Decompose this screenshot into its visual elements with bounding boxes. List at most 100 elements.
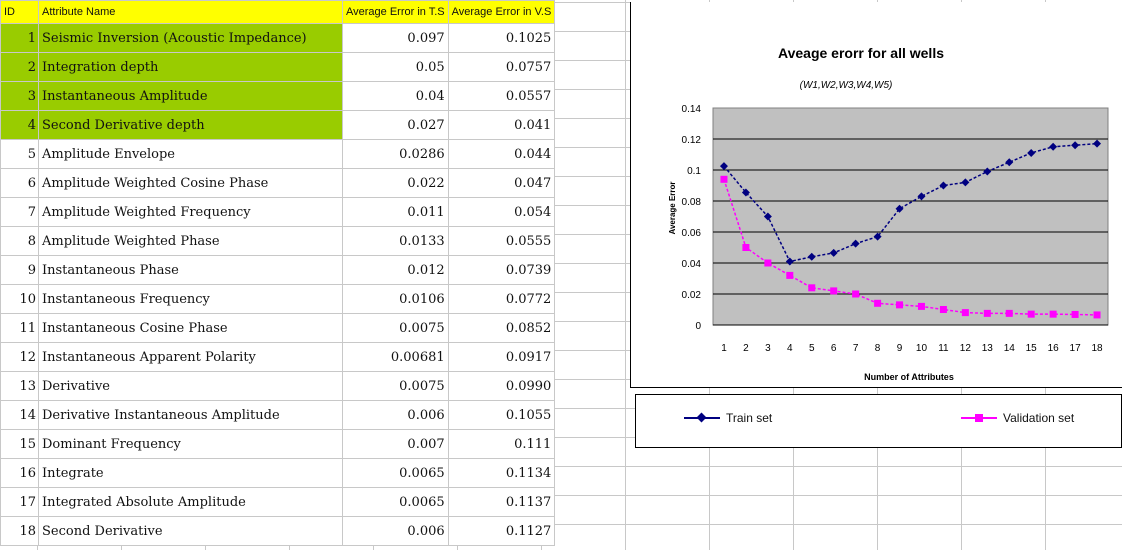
cell-error-ts[interactable]: 0.05 (342, 52, 449, 82)
cell-attribute-name[interactable]: Second Derivative depth (38, 110, 343, 140)
y-tick-label: 0 (695, 321, 701, 332)
cell-attribute-name[interactable]: Integration depth (38, 52, 343, 82)
cell-id[interactable]: 6 (0, 168, 39, 198)
cell-error-ts[interactable]: 0.0133 (342, 226, 449, 256)
cell-id[interactable]: 17 (0, 487, 39, 517)
cell-error-ts[interactable]: 0.00681 (342, 342, 449, 372)
column-header-attribute-name[interactable]: Attribute Name (38, 0, 343, 24)
cell-error-ts[interactable]: 0.022 (342, 168, 449, 198)
data-point-train (741, 188, 750, 197)
chart-object[interactable]: Aveage erorr for all wells (W1,W2,W3,W4,… (630, 2, 1122, 448)
x-tick-label: 9 (897, 343, 903, 354)
cell-attribute-name[interactable]: Integrate (38, 458, 343, 488)
column-header-id[interactable]: ID (0, 0, 39, 24)
cell-attribute-name[interactable]: Integrated Absolute Amplitude (38, 487, 343, 517)
cell-error-vs[interactable]: 0.0990 (447, 371, 556, 401)
cell-attribute-name[interactable]: Second Derivative (38, 516, 343, 546)
cell-attribute-name[interactable]: Amplitude Weighted Frequency (38, 197, 343, 227)
cell-error-ts[interactable]: 0.007 (342, 429, 449, 459)
cell-error-ts[interactable]: 0.04 (342, 81, 449, 111)
cell-id[interactable]: 13 (0, 371, 39, 401)
cell-id[interactable]: 3 (0, 81, 39, 111)
cell-error-ts[interactable]: 0.0075 (342, 313, 449, 343)
cell-error-vs[interactable]: 0.047 (447, 168, 556, 198)
cell-error-ts[interactable]: 0.097 (342, 23, 449, 53)
cell-id[interactable]: 1 (0, 23, 39, 53)
cell-id[interactable]: 12 (0, 342, 39, 372)
cell-error-vs[interactable]: 0.0917 (447, 342, 556, 372)
cell-error-ts[interactable]: 0.027 (342, 110, 449, 140)
cell-error-ts[interactable]: 0.006 (342, 516, 449, 546)
cell-attribute-name[interactable]: Amplitude Envelope (38, 139, 343, 169)
cell-error-vs[interactable]: 0.111 (447, 429, 556, 459)
cell-error-vs[interactable]: 0.1137 (447, 487, 556, 517)
cell-id[interactable]: 4 (0, 110, 39, 140)
cell-attribute-name[interactable]: Derivative Instantaneous Amplitude (38, 400, 343, 430)
cell-id[interactable]: 11 (0, 313, 39, 343)
cell-error-vs[interactable]: 0.0555 (447, 226, 556, 256)
cell-id[interactable]: 9 (0, 255, 39, 285)
attribute-table: ID Attribute Name Average Error in T.S A… (0, 0, 556, 546)
cell-id[interactable]: 14 (0, 400, 39, 430)
cell-attribute-name[interactable]: Amplitude Weighted Cosine Phase (38, 168, 343, 198)
cell-attribute-name[interactable]: Instantaneous Amplitude (38, 81, 343, 111)
series-line-train (723, 142, 1098, 263)
cell-error-ts[interactable]: 0.012 (342, 255, 449, 285)
cell-attribute-name[interactable]: Instantaneous Apparent Polarity (38, 342, 343, 372)
cell-attribute-name[interactable]: Derivative (38, 371, 343, 401)
cell-id[interactable]: 8 (0, 226, 39, 256)
cell-error-vs[interactable]: 0.0739 (447, 255, 556, 285)
cell-id[interactable]: 10 (0, 284, 39, 314)
cell-attribute-name[interactable]: Instantaneous Cosine Phase (38, 313, 343, 343)
x-tick-label: 18 (1091, 343, 1103, 354)
cell-error-ts[interactable]: 0.006 (342, 400, 449, 430)
cell-error-vs[interactable]: 0.1055 (447, 400, 556, 430)
cell-error-vs[interactable]: 0.044 (447, 139, 556, 169)
cell-attribute-name[interactable]: Dominant Frequency (38, 429, 343, 459)
y-tick-label: 0.1 (687, 166, 701, 177)
data-point-validation (852, 290, 860, 298)
cell-error-ts[interactable]: 0.011 (342, 197, 449, 227)
data-point-validation (720, 175, 728, 183)
cell-error-ts[interactable]: 0.0286 (342, 139, 449, 169)
cell-error-vs[interactable]: 0.1127 (447, 516, 556, 546)
cell-id[interactable]: 2 (0, 52, 39, 82)
cell-error-vs[interactable]: 0.0772 (447, 284, 556, 314)
cell-error-vs[interactable]: 0.1025 (447, 23, 556, 53)
cell-attribute-name[interactable]: Instantaneous Phase (38, 255, 343, 285)
y-tick-label: 0.12 (682, 135, 702, 146)
cell-id[interactable]: 15 (0, 429, 39, 459)
data-point-validation (764, 259, 772, 267)
table-row: 15 Dominant Frequency 0.007 0.111 (0, 429, 556, 459)
cell-error-vs[interactable]: 0.0557 (447, 81, 556, 111)
cell-error-ts[interactable]: 0.0075 (342, 371, 449, 401)
column-header-error-vs[interactable]: Average Error in V.S (447, 0, 556, 24)
error-line-chart: Aveage erorr for all wells (W1,W2,W3,W4,… (668, 45, 1109, 382)
chart-legend[interactable]: Train set Validation set (635, 394, 1122, 448)
cell-attribute-name[interactable]: Instantaneous Frequency (38, 284, 343, 314)
cell-id[interactable]: 5 (0, 139, 39, 169)
cell-error-ts[interactable]: 0.0106 (342, 284, 449, 314)
x-tick-label: 1 (721, 343, 727, 354)
y-tick-label: 0.02 (682, 290, 702, 301)
cell-id[interactable]: 16 (0, 458, 39, 488)
data-point-train (785, 257, 794, 266)
cell-error-ts[interactable]: 0.0065 (342, 487, 449, 517)
x-tick-label: 17 (1070, 343, 1082, 354)
cell-id[interactable]: 7 (0, 197, 39, 227)
cell-error-vs[interactable]: 0.0757 (447, 52, 556, 82)
cell-id[interactable]: 18 (0, 516, 39, 546)
legend-label-train: Train set (726, 411, 773, 425)
cell-attribute-name[interactable]: Amplitude Weighted Phase (38, 226, 343, 256)
column-header-error-ts[interactable]: Average Error in T.S (342, 0, 449, 24)
cell-attribute-name[interactable]: Seismic Inversion (Acoustic Impedance) (38, 23, 343, 53)
x-tick-label: 6 (831, 343, 837, 354)
cell-error-ts[interactable]: 0.0065 (342, 458, 449, 488)
legend-marker-train (684, 412, 720, 424)
table-row: 3 Instantaneous Amplitude 0.04 0.0557 (0, 81, 556, 111)
cell-error-vs[interactable]: 0.1134 (447, 458, 556, 488)
cell-error-vs[interactable]: 0.054 (447, 197, 556, 227)
cell-error-vs[interactable]: 0.041 (447, 110, 556, 140)
data-point-validation (1049, 310, 1057, 318)
cell-error-vs[interactable]: 0.0852 (447, 313, 556, 343)
